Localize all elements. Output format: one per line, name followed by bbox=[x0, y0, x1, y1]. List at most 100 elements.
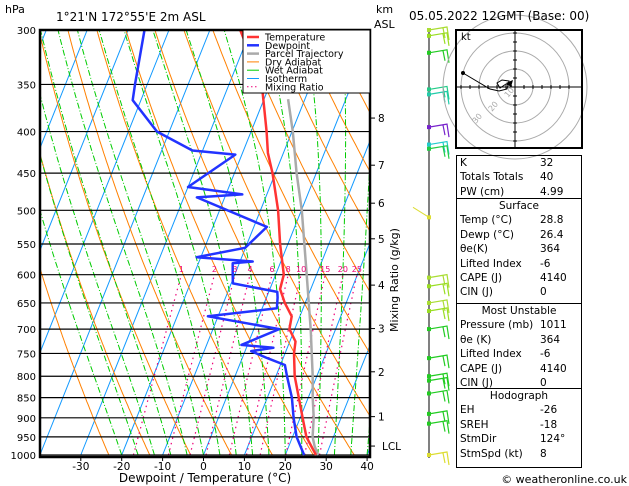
pressure-tick-label: 750 bbox=[17, 349, 36, 360]
asl-label: ASL bbox=[374, 18, 396, 31]
mixing-ratio-label: 15 bbox=[320, 265, 330, 274]
mu-row: θe (K) 364 bbox=[457, 333, 581, 347]
surface-row: Lifted Index -6 bbox=[457, 257, 581, 271]
legend-label: Wet Adiabat bbox=[265, 66, 323, 77]
index-label: θe(K) bbox=[460, 243, 488, 256]
isotherm-line bbox=[40, 30, 129, 252]
hodo-row: EH -26 bbox=[457, 403, 581, 417]
wind-barb bbox=[428, 410, 450, 424]
index-row-totals: Totals Totals 40 bbox=[457, 170, 581, 184]
index-label: CIN (J) bbox=[460, 286, 493, 299]
surface-row: Dewp (°C) 26.4 bbox=[457, 228, 581, 242]
index-value: 4.99 bbox=[540, 185, 564, 198]
index-label: EH bbox=[460, 404, 475, 417]
series-temperature bbox=[239, 30, 318, 456]
x-tick-label: -20 bbox=[113, 461, 130, 473]
mixing-ratio-label: 8 bbox=[286, 265, 291, 274]
index-label: Lifted Index bbox=[460, 257, 522, 270]
km-tick-label: 8 bbox=[378, 113, 385, 125]
dry-adiabat-line bbox=[154, 30, 355, 456]
index-label: Dewp (°C) bbox=[460, 228, 514, 241]
index-value: 4140 bbox=[540, 362, 567, 375]
wet-adiabat-line bbox=[98, 30, 221, 456]
hodo-row: StmDir 124° bbox=[457, 432, 581, 446]
wind-barb bbox=[428, 299, 450, 314]
wind-barb bbox=[428, 140, 450, 155]
pressure-tick-label: 600 bbox=[17, 271, 36, 282]
index-label: StmDir bbox=[460, 433, 497, 446]
surface-title: Surface bbox=[498, 200, 539, 212]
isotherm-line bbox=[203, 37, 370, 456]
wind-barb bbox=[428, 307, 450, 322]
wet-adiabat-line bbox=[40, 152, 139, 456]
index-row-pw: PW (cm) 4.99 bbox=[457, 185, 581, 199]
storm-motion-marker bbox=[506, 80, 513, 87]
index-value: -6 bbox=[540, 348, 551, 361]
isotherm-line bbox=[162, 30, 334, 456]
isotherm-line bbox=[325, 344, 370, 456]
wind-barb bbox=[428, 354, 450, 369]
x-tick-label: 20 bbox=[279, 461, 292, 473]
index-label: PW (cm) bbox=[460, 185, 505, 198]
index-value: 32 bbox=[540, 157, 554, 169]
profile-traces bbox=[131, 30, 320, 456]
km-tick-label: 2 bbox=[378, 367, 385, 379]
mixing-ratio-label: 25 bbox=[352, 265, 362, 274]
pressure-tick-label: 1000 bbox=[11, 451, 36, 462]
mu-row: Pressure (mb) 1011 bbox=[457, 318, 581, 332]
surface-table: Surface Temp (°C) 28.8 Dewp (°C) 26.4 θe(K… bbox=[456, 198, 582, 304]
wet-adiabat-line bbox=[333, 30, 347, 456]
km-tick-label: 3 bbox=[378, 324, 385, 336]
most-unstable-table: Most Unstable Pressure (mb) 1011 θe (K) 36… bbox=[456, 303, 582, 389]
wind-barb bbox=[428, 282, 450, 297]
dry-adiabat-line bbox=[40, 32, 192, 456]
wind-barb bbox=[428, 451, 450, 466]
mu-row: CAPE (J) 4140 bbox=[457, 362, 581, 376]
index-value: 0 bbox=[540, 286, 547, 299]
index-row-k: K 32 bbox=[457, 156, 581, 170]
pressure-tick-label: 850 bbox=[17, 394, 36, 405]
km-tick-label: 4 bbox=[378, 280, 385, 292]
pressure-tick-label: 400 bbox=[17, 128, 36, 139]
wet-adiabat-line bbox=[152, 30, 254, 456]
km-tick-label: 6 bbox=[378, 198, 385, 210]
series-dewpoint bbox=[131, 30, 306, 456]
hodograph-trace bbox=[462, 72, 513, 92]
mu-row: CIN (J) 0 bbox=[457, 376, 581, 390]
index-label: Pressure (mb) bbox=[460, 319, 534, 332]
plot-frame bbox=[38, 28, 372, 459]
index-value: 40 bbox=[540, 171, 554, 184]
mixing-ratio-line bbox=[205, 274, 251, 456]
index-value: 124° bbox=[540, 433, 566, 446]
legend-label: Dewpoint bbox=[265, 41, 310, 52]
surface-row: Temp (°C) 28.8 bbox=[457, 213, 581, 227]
wet-adiabat-line bbox=[40, 30, 172, 456]
pressure-tick-label: 550 bbox=[17, 240, 36, 251]
wind-barb bbox=[428, 145, 450, 159]
pressure-unit-label: hPa bbox=[5, 3, 25, 16]
wind-barb bbox=[428, 389, 450, 404]
mu-row: Lifted Index -6 bbox=[457, 347, 581, 361]
index-label: Temp (°C) bbox=[460, 214, 513, 227]
legend-label: Parcel Trajectory bbox=[265, 49, 344, 60]
mixing-ratio-axis-label: Mixing Ratio (g/kg) bbox=[388, 228, 401, 332]
pressure-tick-label: 700 bbox=[17, 325, 36, 336]
wind-barb bbox=[428, 123, 450, 138]
dry-adiabat-line bbox=[125, 30, 314, 456]
wet-adiabat-line bbox=[123, 30, 237, 456]
dry-adiabat-line bbox=[270, 30, 370, 233]
index-label: CAPE (J) bbox=[460, 362, 503, 375]
mixing-ratio-label: 3 bbox=[232, 265, 237, 274]
hodograph-title: Hodograph bbox=[489, 390, 549, 402]
mixing-ratio-line bbox=[318, 274, 358, 456]
location-title: 1°21'N 172°55'E 2m ASL bbox=[56, 10, 206, 24]
x-tick-label: 40 bbox=[360, 461, 373, 473]
hodo-row: StmSpd (kt) 8 bbox=[457, 447, 581, 461]
dry-adiabat-line bbox=[582, 18, 629, 455]
hodograph-frame bbox=[455, 29, 583, 149]
dry-adiabat-line bbox=[212, 30, 370, 355]
km-tick-label: LCL bbox=[382, 441, 401, 453]
x-tick-label: 0 bbox=[200, 461, 207, 473]
